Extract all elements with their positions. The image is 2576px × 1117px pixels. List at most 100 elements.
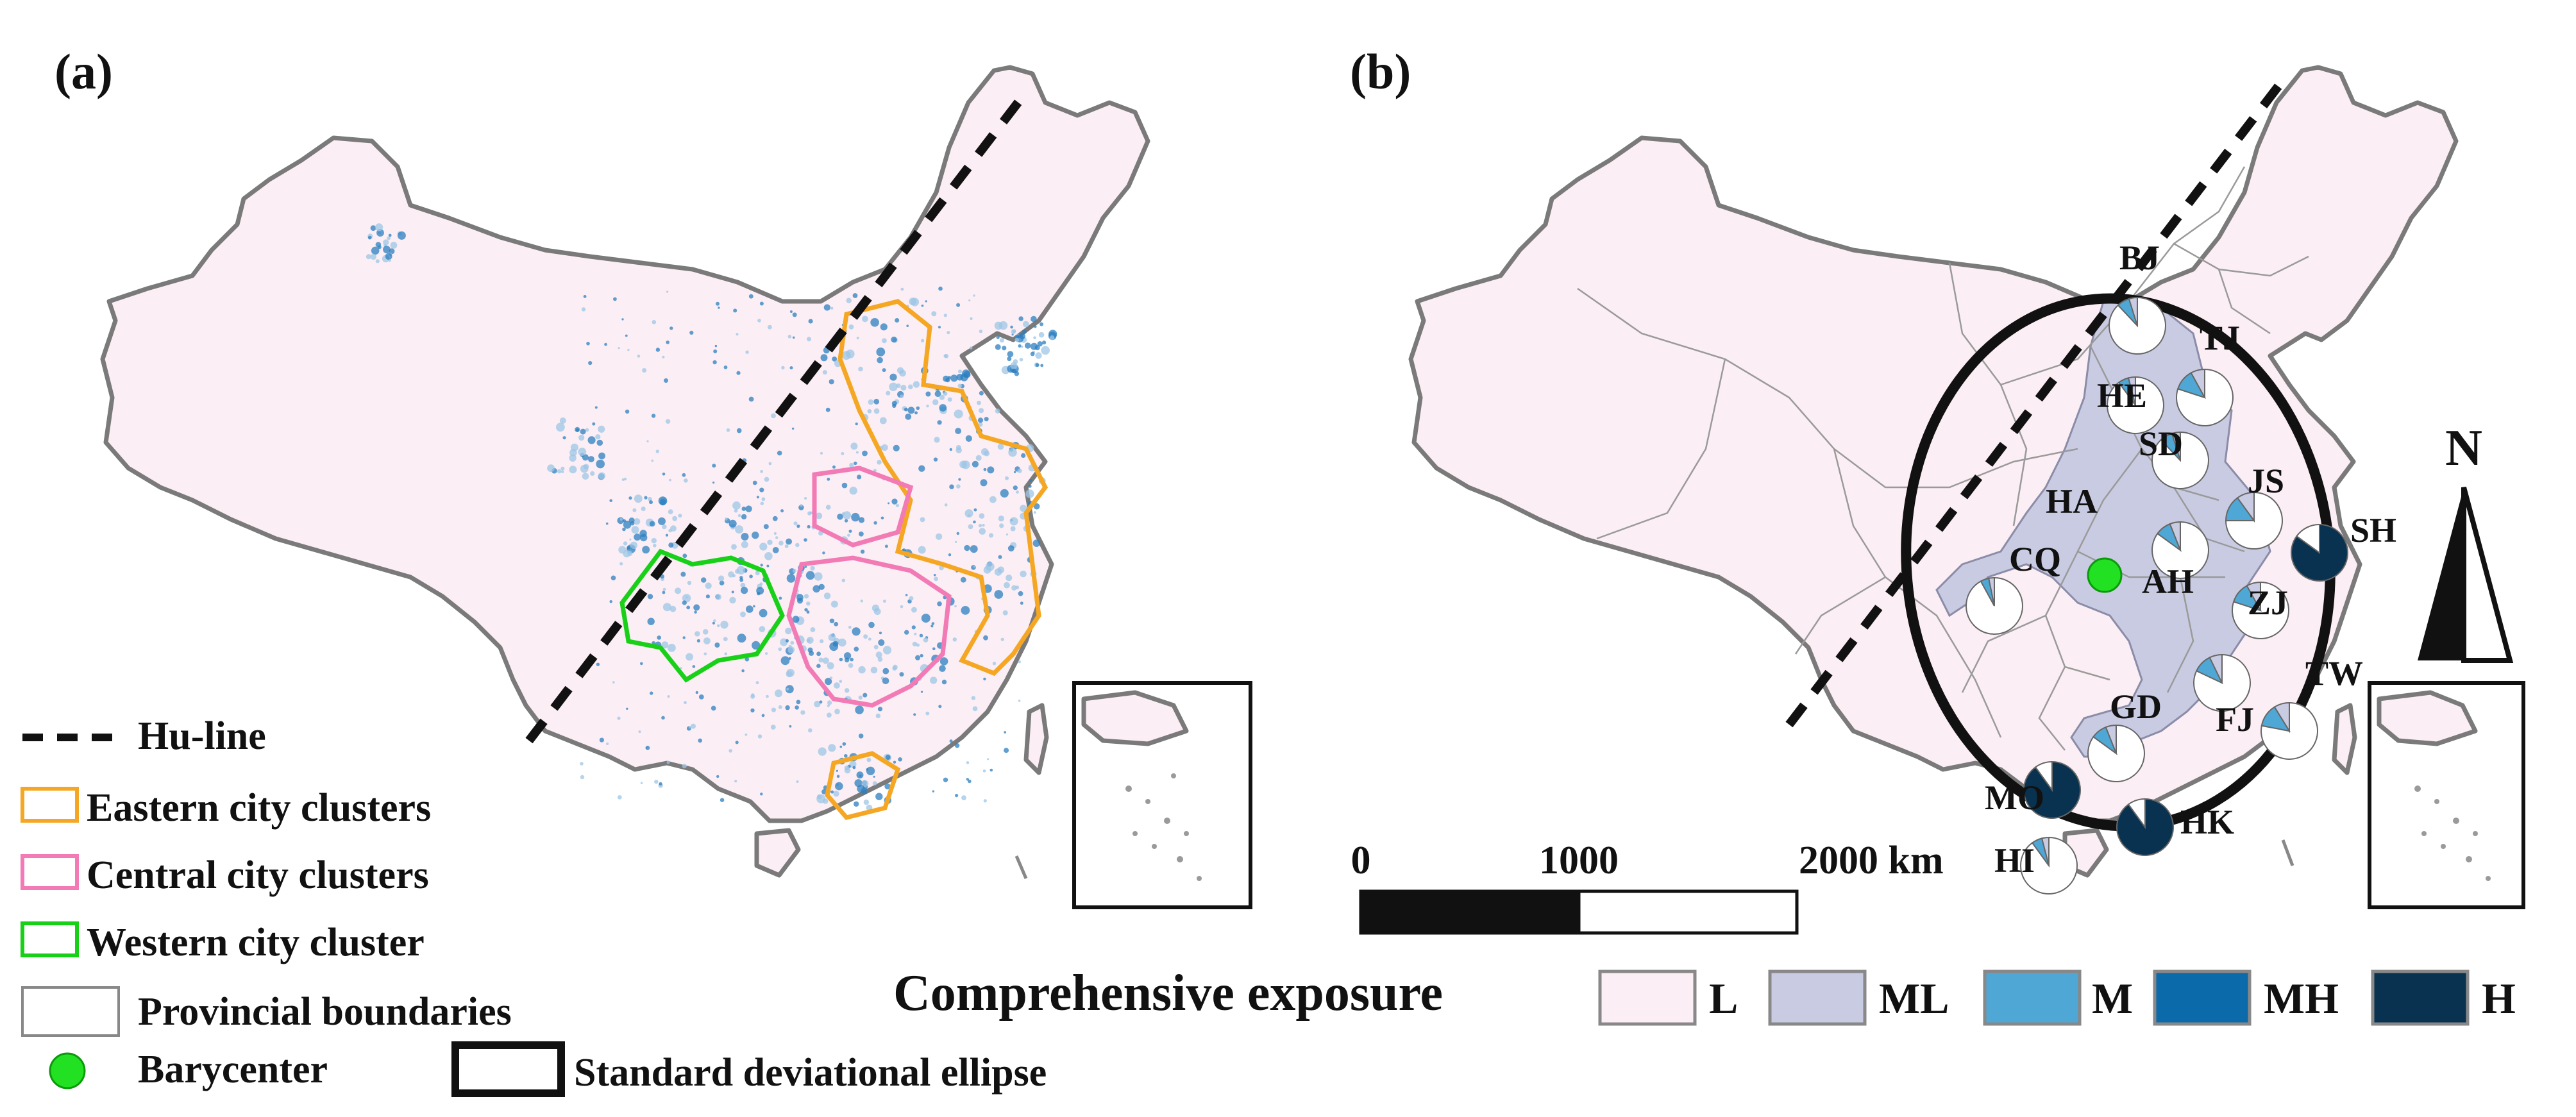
density-dot [1022,330,1027,334]
density-dot [752,641,761,650]
density-dot [827,712,832,718]
density-dot [829,676,833,680]
density-dot [846,298,852,303]
density-dot [780,656,790,666]
density-dot [666,290,669,293]
density-dot [757,319,761,323]
density-dot [588,361,593,365]
density-dot [786,671,793,678]
density-dot [622,527,626,532]
density-dot [745,733,748,736]
density-dot [810,566,815,571]
density-dot [995,344,1001,350]
density-dot [913,381,920,388]
density-dot [827,700,832,705]
density-dot [1028,484,1032,488]
density-dot [968,299,971,302]
density-dot [939,665,946,672]
density-dot [787,646,795,653]
density-dot [829,618,835,623]
density-dot [839,745,843,748]
density-dot [839,680,843,683]
province-label-fj: FJ [2216,700,2254,739]
density-dot [731,544,737,550]
pie-hi [2020,836,2078,894]
density-dot [807,337,811,342]
density-dot [904,407,908,412]
density-dot [979,528,986,535]
density-dot [741,669,745,673]
density-dot [981,448,989,456]
density-dot [833,791,839,797]
density-dot [1035,363,1040,367]
density-dot [648,497,652,501]
density-dot [925,711,930,716]
density-dot [645,746,650,750]
density-dot [716,301,720,306]
density-dot [999,338,1004,343]
density-dot [682,473,686,477]
density-dot [719,580,725,585]
density-dot [668,644,676,652]
density-dot [662,603,671,612]
density-dot [918,546,926,554]
density-dot [820,451,823,455]
density-dot [823,592,831,600]
density-dot [998,321,1008,330]
density-dot [913,713,916,716]
density-dot [830,307,834,310]
density-dot [950,374,958,382]
density-dot [814,572,823,581]
density-dot [752,480,757,485]
density-dot [378,245,382,249]
density-dot [788,644,792,648]
density-dot [879,632,882,635]
density-dot [866,757,871,762]
density-dot [977,417,984,423]
density-dot [713,349,718,353]
density-dot [711,705,716,711]
density-dot [1035,352,1042,359]
density-dot [934,437,940,443]
province-label-tw: TW [2305,654,2363,693]
density-dot [693,604,700,611]
density-dot [701,577,707,583]
density-dot [718,575,725,582]
density-dot [830,600,838,608]
density-dot [968,524,973,530]
density-dot [848,625,852,629]
density-dot [994,590,1004,599]
density-dot [745,657,750,662]
density-dot [1016,491,1019,494]
density-dot [798,505,804,510]
density-dot [651,459,654,462]
density-dot [880,516,884,520]
swatch-H [2371,970,2470,1026]
exposure-legend-title: Comprehensive exposure [893,965,1443,1021]
density-dot [596,662,600,666]
density-dot [629,538,632,541]
density-dot [586,342,590,346]
density-dot [847,533,850,537]
density-dot [900,287,904,291]
density-dot [828,744,836,752]
density-dot [923,637,929,642]
density-dot [1019,358,1023,362]
province-label-zj: ZJ [2248,584,2288,622]
density-dot [714,642,720,648]
density-dot [682,636,686,639]
density-dot [973,520,976,524]
density-dot [966,761,970,764]
density-dot [741,587,748,594]
density-dot [873,775,875,778]
density-dot [761,714,765,718]
density-dot [921,305,924,307]
pie-js [2225,491,2283,550]
density-dot [639,530,647,537]
density-dot [836,769,838,772]
province-label-sh: SH [2350,511,2396,550]
density-dot [732,501,741,510]
density-dot [612,681,615,684]
density-dot [933,457,938,462]
density-dot [860,600,864,603]
